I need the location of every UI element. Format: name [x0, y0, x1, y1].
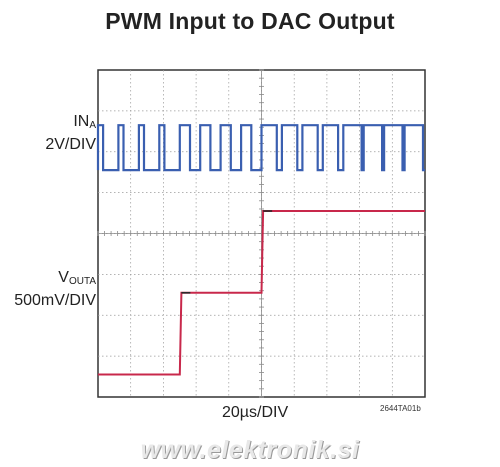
watermark: www.elektronik.si — [140, 436, 360, 464]
figure-code: 2644TA01b — [380, 404, 421, 413]
trace-channel-b — [98, 210, 425, 376]
plot-grid — [97, 69, 426, 398]
x-axis-scale: 20µs/DIV — [222, 404, 289, 421]
channel-a-label: INA 2V/DIV — [45, 113, 96, 153]
plot-traces — [96, 124, 425, 376]
channel-b-label: VOUTA 500mV/DIV — [14, 269, 96, 309]
trace-channel-a — [96, 124, 425, 172]
channel-a-scale: 2V/DIV — [45, 136, 96, 153]
channel-b-scale: 500mV/DIV — [14, 292, 96, 309]
chart-title: PWM Input to DAC Output — [105, 8, 395, 34]
